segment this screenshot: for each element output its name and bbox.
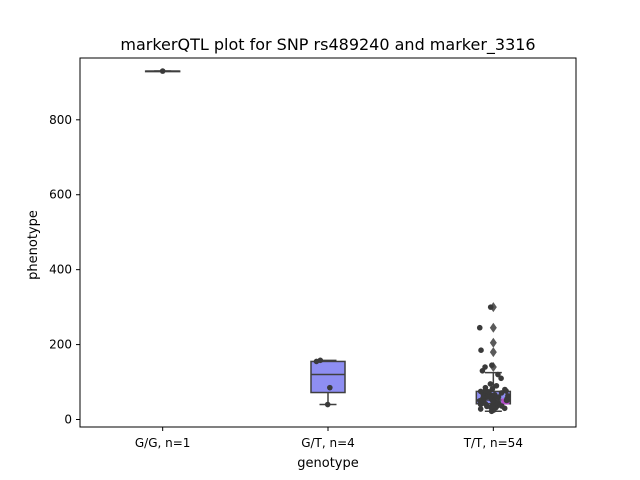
data-point bbox=[324, 401, 331, 408]
x-tick-label: T/T, n=54 bbox=[463, 436, 523, 450]
x-axis-label: genotype bbox=[297, 456, 358, 471]
data-point bbox=[491, 391, 498, 398]
data-point bbox=[502, 386, 508, 393]
data-point bbox=[478, 347, 484, 354]
data-point bbox=[482, 364, 488, 370]
outlier-marker bbox=[489, 347, 497, 358]
data-point bbox=[477, 406, 484, 412]
data-point bbox=[487, 381, 494, 387]
data-point bbox=[487, 304, 494, 310]
y-tick-label: 600 bbox=[49, 188, 72, 202]
data-point bbox=[317, 357, 324, 364]
data-point bbox=[477, 388, 484, 395]
chart-title: markerQTL plot for SNP rs489240 and mark… bbox=[120, 35, 535, 55]
data-point bbox=[489, 362, 495, 368]
plot-area: 0 200 400 600 800 G/G, n=1 G/T, n=4 T/T, n=54 bbox=[49, 57, 577, 450]
data-point bbox=[498, 375, 504, 382]
data-point bbox=[327, 384, 333, 391]
data-point bbox=[482, 384, 489, 391]
y-tick-label: 0 bbox=[64, 413, 72, 427]
data-point bbox=[489, 385, 496, 392]
outlier-marker bbox=[489, 322, 497, 333]
y-axis-label: phenotype bbox=[26, 210, 41, 280]
x-tick-label: G/G, n=1 bbox=[135, 436, 191, 450]
y-tick-label: 200 bbox=[49, 338, 72, 352]
y-tick-label: 400 bbox=[49, 263, 72, 277]
data-point bbox=[493, 382, 500, 389]
data-point bbox=[505, 393, 511, 399]
x-tick-label: G/T, n=4 bbox=[301, 436, 355, 450]
data-point bbox=[159, 68, 166, 74]
data-point bbox=[495, 371, 501, 378]
data-point bbox=[476, 324, 483, 331]
y-tick-label: 800 bbox=[49, 113, 72, 127]
outlier-marker bbox=[489, 337, 497, 348]
